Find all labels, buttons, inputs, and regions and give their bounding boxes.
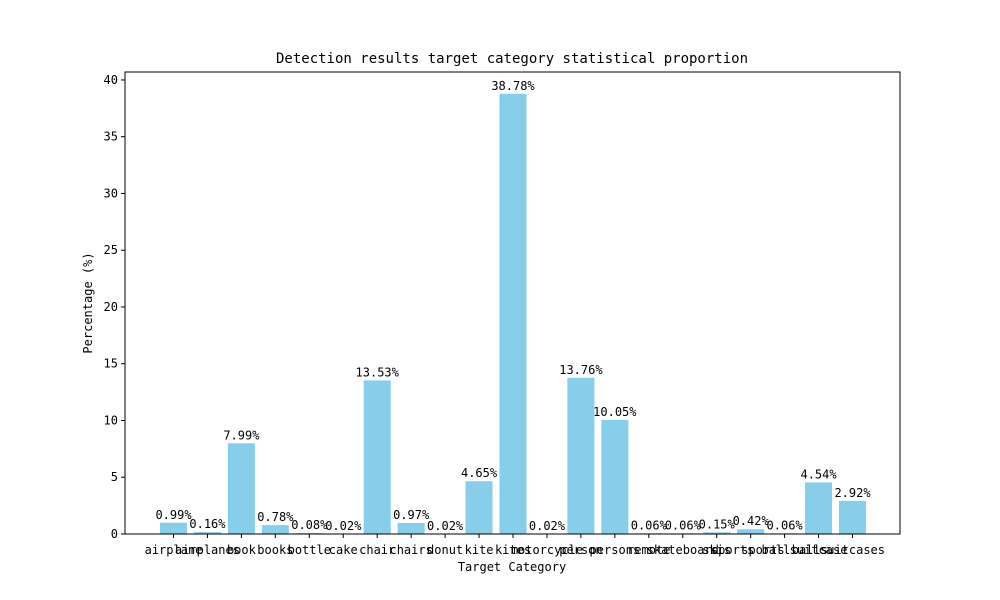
x-tick-label: sports balls — [741, 543, 828, 557]
bar-value-label: 0.16% — [189, 517, 226, 531]
x-tick-label: bottle — [288, 543, 331, 557]
y-tick-label: 35 — [104, 130, 118, 144]
y-tick-label: 20 — [104, 300, 118, 314]
x-tick-label: kites — [495, 543, 531, 557]
y-tick-label: 10 — [104, 413, 118, 427]
bar-value-label: 0.02% — [427, 519, 464, 533]
bar-value-label: 0.99% — [155, 508, 192, 522]
bar-value-label: 7.99% — [223, 428, 260, 442]
x-tick-label: airplanes — [175, 543, 240, 557]
y-tick-label: 0 — [111, 527, 118, 541]
bar-kites — [499, 93, 527, 534]
bar-value-label: 0.08% — [291, 518, 328, 532]
x-tick-label: chairs — [389, 543, 432, 557]
bar-value-label: 4.54% — [800, 467, 837, 481]
bar-value-label: 38.78% — [491, 79, 535, 93]
plot-frame — [124, 71, 901, 535]
x-tick-label: person — [559, 543, 602, 557]
bar-books — [261, 525, 289, 534]
y-tick-label: 25 — [104, 243, 118, 257]
y-tick-label: 15 — [104, 357, 118, 371]
x-tick-label: persons — [590, 543, 641, 557]
bar-value-label: 0.78% — [257, 510, 294, 524]
x-tick-label: book — [227, 543, 257, 557]
x-tick-label: airplane — [145, 543, 203, 557]
bar-airplanes — [193, 532, 221, 534]
bar-chairs — [397, 522, 425, 534]
bar-value-label: 10.05% — [593, 405, 637, 419]
bar-value-label: 0.15% — [699, 517, 736, 531]
x-tick-label: cake — [329, 543, 358, 557]
bar-value-label: 13.53% — [356, 365, 400, 379]
bar-value-label: 2.92% — [834, 486, 871, 500]
y-tick-label: 40 — [104, 73, 118, 87]
y-tick-label: 5 — [111, 470, 118, 484]
y-tick-label: 30 — [104, 186, 118, 200]
x-tick-label: kite — [465, 543, 494, 557]
bar-persons — [601, 419, 629, 534]
bar-value-label: 4.65% — [461, 466, 498, 480]
bar-value-label: 0.06% — [665, 518, 702, 532]
x-tick-label: donut — [427, 543, 463, 557]
bar-skis — [703, 532, 731, 534]
x-tick-label: suitcases — [820, 543, 885, 557]
x-axis-label: Target Category — [458, 560, 566, 574]
bar-value-label: 0.42% — [733, 514, 770, 528]
chart-title: Detection results target category statis… — [276, 51, 748, 67]
bar-sports-ball — [737, 529, 765, 534]
bar-airplane — [160, 522, 187, 534]
bar-chair — [363, 380, 391, 534]
x-tick-label: chair — [359, 543, 395, 557]
x-tick-label: motorcycle — [511, 543, 583, 557]
bar-kite — [465, 481, 493, 534]
x-tick-label: suitcase — [790, 543, 848, 557]
bar-value-label: 0.02% — [325, 519, 362, 533]
x-tick-label: sports ball — [711, 543, 790, 557]
bar-value-label: 0.02% — [529, 519, 566, 533]
y-axis-ticks: 0 5 10 15 20 25 30 35 40 — [104, 73, 125, 541]
x-tick-label: books — [257, 543, 293, 557]
bar-value-label: 0.97% — [393, 508, 430, 522]
x-tick-label: remote — [627, 543, 670, 557]
bar-value-label: 13.76% — [559, 363, 603, 377]
bars-group — [160, 93, 866, 534]
bar-labels-group: 0.99%0.16%7.99%0.78%0.08%0.02%13.53%0.97… — [155, 79, 871, 533]
bar-book — [227, 443, 255, 534]
bar-suitcases — [839, 500, 866, 534]
y-axis-label: Percentage (%) — [81, 252, 95, 353]
bar-value-label: 0.06% — [767, 518, 804, 532]
bar-value-label: 0.06% — [631, 518, 668, 532]
bar-person — [567, 377, 595, 534]
x-tick-label: skateboard — [647, 543, 719, 557]
bar-suitcase — [805, 482, 833, 534]
x-tick-label: skis — [702, 543, 731, 557]
